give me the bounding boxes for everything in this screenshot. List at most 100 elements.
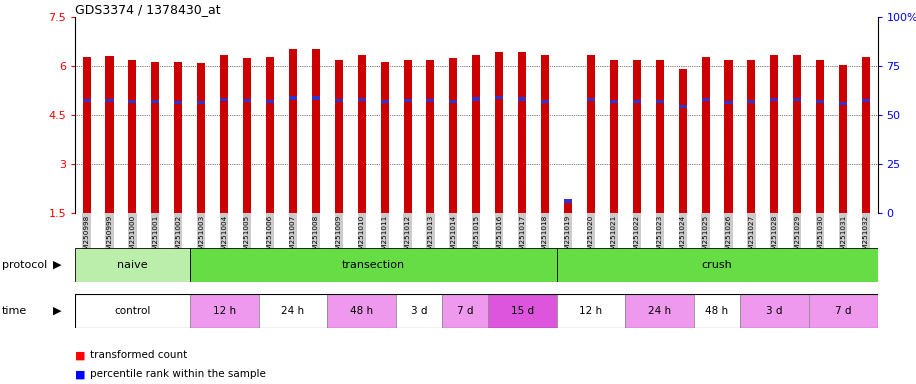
- Bar: [702, 98, 710, 101]
- Text: control: control: [114, 306, 150, 316]
- Bar: [656, 60, 664, 213]
- Bar: [793, 98, 802, 101]
- Bar: [289, 49, 297, 213]
- Bar: [357, 98, 365, 101]
- Bar: [75, 294, 190, 328]
- Bar: [174, 62, 182, 213]
- Bar: [770, 55, 779, 213]
- Bar: [442, 294, 488, 328]
- Bar: [151, 99, 159, 103]
- Bar: [105, 56, 114, 213]
- Bar: [564, 200, 572, 213]
- Bar: [311, 49, 320, 213]
- Bar: [839, 102, 847, 106]
- Bar: [220, 98, 228, 101]
- Bar: [633, 99, 641, 103]
- Bar: [82, 57, 91, 213]
- Bar: [626, 294, 694, 328]
- Bar: [816, 99, 824, 103]
- Bar: [809, 294, 878, 328]
- Bar: [190, 294, 258, 328]
- Text: ▶: ▶: [53, 260, 61, 270]
- Bar: [747, 99, 756, 103]
- Text: 48 h: 48 h: [705, 306, 728, 316]
- Text: 12 h: 12 h: [213, 306, 235, 316]
- Bar: [404, 99, 411, 102]
- Bar: [381, 100, 388, 103]
- Text: naive: naive: [117, 260, 147, 270]
- Text: GDS3374 / 1378430_at: GDS3374 / 1378430_at: [75, 3, 221, 16]
- Bar: [266, 99, 274, 103]
- Bar: [450, 58, 457, 213]
- Bar: [679, 105, 687, 108]
- Text: ■: ■: [75, 369, 85, 379]
- Bar: [220, 55, 228, 213]
- Bar: [702, 57, 710, 213]
- Text: 12 h: 12 h: [580, 306, 603, 316]
- Bar: [816, 60, 824, 213]
- Bar: [694, 294, 740, 328]
- Bar: [151, 62, 159, 213]
- Text: ■: ■: [75, 350, 85, 360]
- Bar: [197, 63, 205, 213]
- Text: 15 d: 15 d: [510, 306, 534, 316]
- Bar: [427, 60, 434, 213]
- Text: transformed count: transformed count: [90, 350, 187, 360]
- Bar: [747, 60, 756, 213]
- Bar: [243, 99, 251, 102]
- Text: 7 d: 7 d: [456, 306, 473, 316]
- Bar: [725, 60, 733, 213]
- Bar: [518, 97, 526, 101]
- Text: transection: transection: [342, 260, 405, 270]
- Bar: [793, 55, 802, 213]
- Bar: [357, 55, 365, 213]
- Text: 7 d: 7 d: [834, 306, 851, 316]
- Bar: [82, 99, 91, 102]
- Bar: [243, 58, 251, 213]
- Bar: [334, 99, 343, 102]
- Bar: [862, 99, 870, 102]
- Bar: [327, 294, 396, 328]
- Bar: [404, 60, 411, 213]
- Bar: [381, 62, 388, 213]
- Bar: [518, 52, 526, 213]
- Bar: [105, 99, 114, 102]
- Bar: [587, 98, 595, 101]
- Bar: [770, 98, 779, 101]
- Bar: [174, 101, 182, 104]
- Text: time: time: [2, 306, 27, 316]
- Bar: [473, 97, 480, 101]
- Bar: [633, 60, 641, 213]
- Text: 24 h: 24 h: [281, 306, 304, 316]
- Bar: [862, 57, 870, 213]
- Text: ▶: ▶: [53, 306, 61, 316]
- Bar: [496, 96, 503, 99]
- Bar: [679, 68, 687, 213]
- Bar: [427, 99, 434, 102]
- Bar: [557, 294, 626, 328]
- Text: 48 h: 48 h: [350, 306, 373, 316]
- Bar: [587, 55, 595, 213]
- Bar: [564, 199, 572, 203]
- Text: protocol: protocol: [2, 260, 47, 270]
- Text: percentile rank within the sample: percentile rank within the sample: [90, 369, 266, 379]
- Bar: [190, 248, 557, 282]
- Bar: [450, 99, 457, 103]
- Text: 24 h: 24 h: [649, 306, 671, 316]
- Bar: [541, 55, 549, 213]
- Bar: [258, 294, 327, 328]
- Bar: [610, 99, 618, 103]
- Bar: [496, 52, 503, 213]
- Bar: [557, 248, 878, 282]
- Bar: [128, 99, 136, 103]
- Bar: [266, 57, 274, 213]
- Bar: [610, 60, 618, 213]
- Text: crush: crush: [702, 260, 733, 270]
- Bar: [839, 65, 847, 213]
- Bar: [197, 101, 205, 104]
- Bar: [311, 96, 320, 99]
- Bar: [289, 96, 297, 99]
- Bar: [740, 294, 809, 328]
- Bar: [541, 99, 549, 103]
- Text: 3 d: 3 d: [766, 306, 782, 316]
